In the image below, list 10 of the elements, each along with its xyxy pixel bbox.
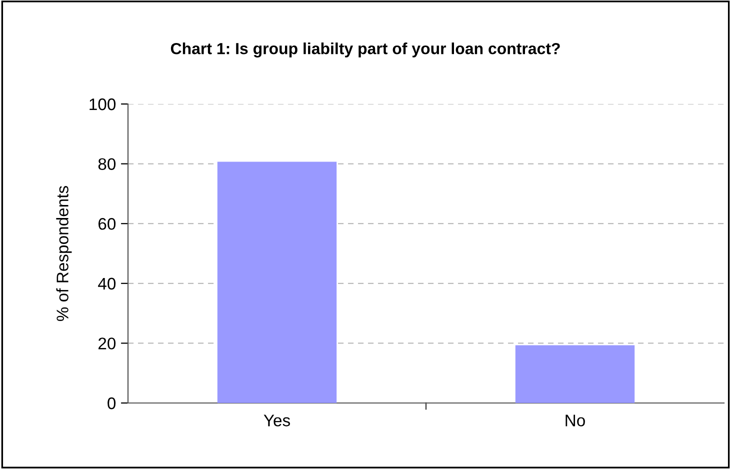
y-tick-label: 100 <box>90 98 116 110</box>
y-axis-title: % of Respondents <box>56 186 72 321</box>
y-tick-label: 0 <box>108 397 116 410</box>
y-tick-label: 40 <box>98 278 116 290</box>
y-tick-label: 20 <box>98 338 116 350</box>
y-tick-label: 80 <box>98 158 116 170</box>
x-tick-label: No <box>566 414 585 426</box>
y-tick-label: 60 <box>98 218 116 230</box>
chart-title: Chart 1: Is group liabilty part of your loan contract? <box>170 42 560 58</box>
x-tick-label: Yes <box>264 414 290 426</box>
